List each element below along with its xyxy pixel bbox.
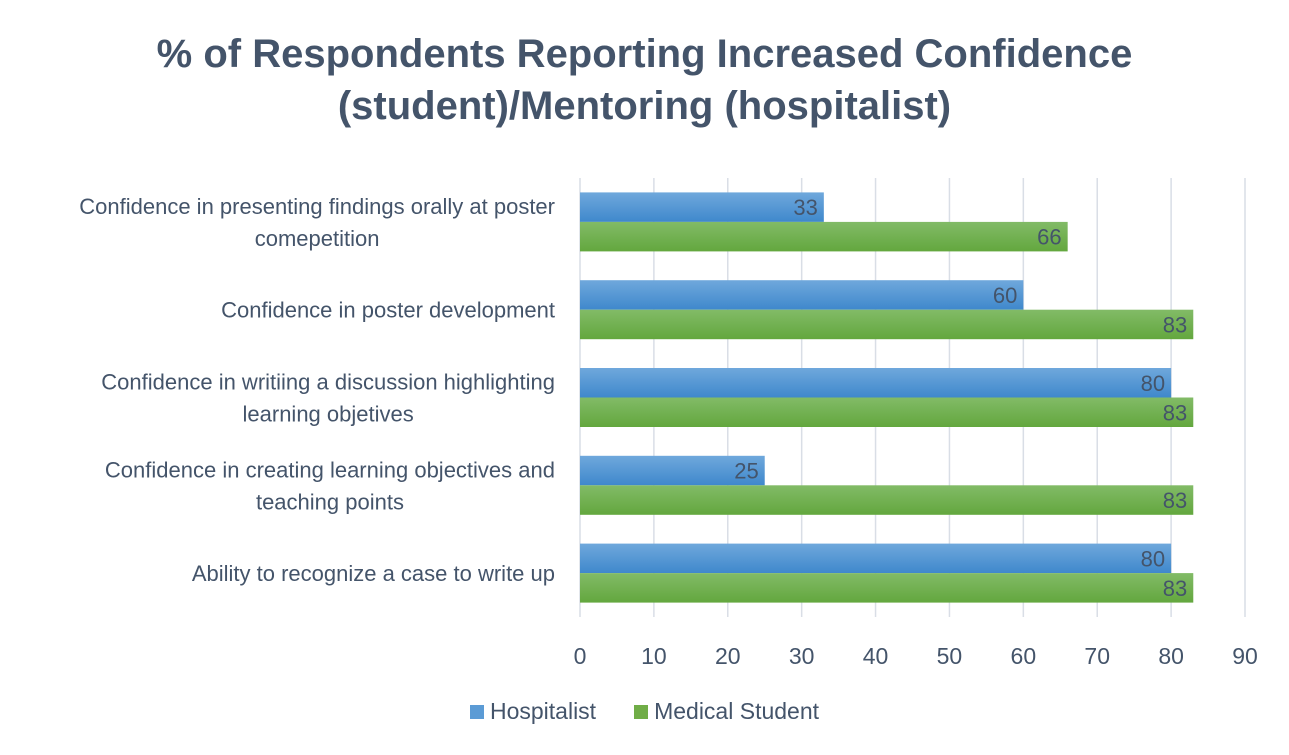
data-label: 83 [1163,312,1187,337]
legend-swatch-medical-student [634,704,649,719]
bar-hospitalist[interactable] [580,543,1172,574]
bar-medical-student[interactable] [580,397,1194,428]
data-label: 80 [1141,371,1165,396]
category-label: Confidence in presenting findings orally… [79,194,555,251]
x-tick-label: 30 [789,643,815,669]
x-tick-label: 10 [641,643,667,669]
category-labels: Confidence in presenting findings orally… [79,194,555,586]
category-label: Confidence in writiing a discussion high… [101,370,555,427]
bar-medical-student[interactable] [580,573,1194,603]
bar-medical-student[interactable] [580,221,1068,252]
data-label: 33 [793,195,817,220]
category-label: Confidence in poster development [221,298,555,323]
x-tick-label: 20 [715,643,741,669]
x-tick-label: 40 [863,643,889,669]
category-label: Ability to recognize a case to write up [192,561,555,586]
legend-swatch-hospitalist [469,704,484,719]
x-tick-label: 60 [1011,643,1037,669]
bar-medical-student[interactable] [580,485,1194,515]
legend-item-medical-student[interactable]: Medical Student [634,698,819,725]
data-label: 25 [734,459,758,484]
x-tick-label: 0 [574,643,587,669]
x-tick-label: 50 [937,643,963,669]
data-label: 80 [1141,546,1165,571]
bar-hospitalist[interactable] [580,368,1172,398]
data-label: 66 [1037,225,1061,250]
bar-medical-student[interactable] [580,309,1194,340]
chart-title: % of Respondents Reporting Increased Con… [0,28,1289,132]
data-label: 83 [1163,576,1187,601]
x-tick-label: 90 [1232,643,1258,669]
bar-hospitalist[interactable] [580,455,765,486]
legend: Hospitalist Medical Student [0,698,1289,725]
bar-hospitalist[interactable] [580,192,824,222]
legend-label-medical-student: Medical Student [654,698,820,724]
legend-item-hospitalist[interactable]: Hospitalist [469,698,597,725]
legend-label-hospitalist: Hospitalist [489,698,597,724]
category-label: Confidence in creating learning objectiv… [105,457,555,514]
bars: 33 66 60 83 80 83 25 83 80 83 [580,192,1194,603]
x-tick-label: 80 [1158,643,1184,669]
x-axis-ticks: 0 10 20 30 40 50 60 70 80 90 [574,643,1258,669]
chart-title-line-1: % of Respondents Reporting Increased Con… [156,32,1133,76]
data-label: 83 [1163,400,1187,425]
data-label: 83 [1163,488,1187,513]
bar-hospitalist[interactable] [580,280,1024,310]
x-tick-label: 70 [1084,643,1110,669]
chart-title-line-2: (student)/Mentoring (hospitalist) [337,84,952,128]
data-label: 60 [993,283,1017,308]
